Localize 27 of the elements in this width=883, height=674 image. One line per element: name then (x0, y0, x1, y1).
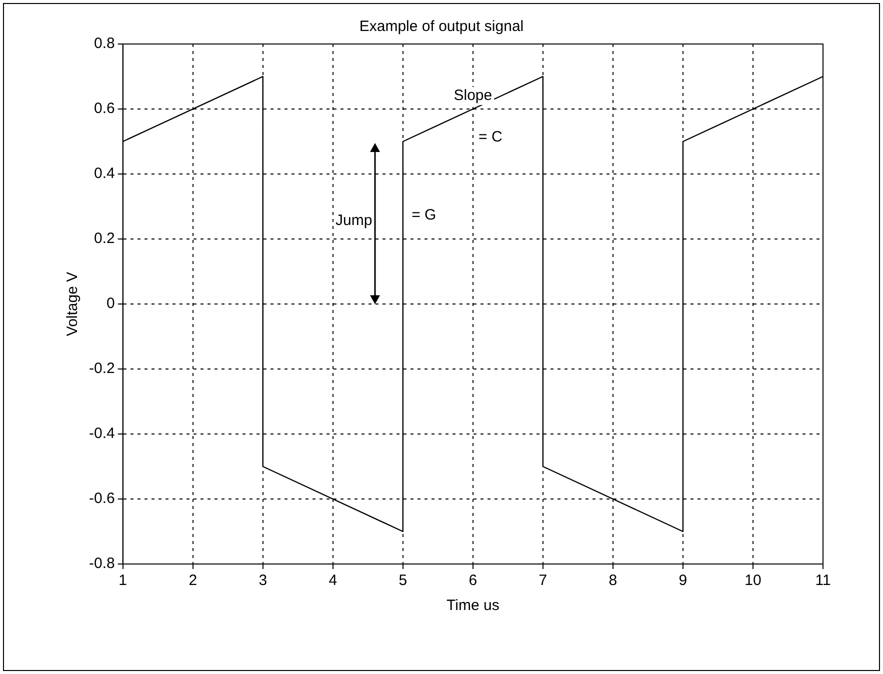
x-axis-title: Time us (446, 597, 500, 614)
x-tick-label: 1 (118, 572, 128, 590)
y-tick-label: 0.4 (94, 165, 115, 182)
chart-title: Example of output signal (359, 18, 524, 36)
y-tick-label: -0.8 (88, 555, 115, 572)
annotation: Jump (336, 212, 372, 229)
y-tick-label: 0.6 (94, 100, 115, 118)
x-tick-label: 11 (815, 572, 831, 590)
annotation: = G (412, 206, 436, 224)
annotation: Slope (454, 87, 492, 104)
x-tick-label: 10 (744, 572, 762, 590)
x-tick-label: 4 (328, 572, 338, 590)
x-tick-label: 3 (258, 572, 268, 590)
y-tick-label: -0.2 (88, 360, 115, 378)
x-tick-label: 9 (678, 572, 688, 590)
x-tick-label: 5 (398, 572, 408, 590)
y-tick-label: 0 (106, 295, 115, 312)
y-tick-label: 0.2 (94, 230, 115, 248)
x-tick-label: 8 (608, 572, 618, 590)
annotation: = C (478, 128, 502, 146)
x-tick-label: 6 (468, 572, 478, 590)
y-tick-label: -0.4 (88, 425, 115, 442)
x-tick-label: 7 (538, 572, 548, 590)
y-tick-label: -0.6 (88, 490, 115, 508)
y-axis-title: Voltage V (64, 272, 82, 336)
y-tick-label: 0.8 (94, 35, 115, 52)
x-tick-label: 2 (188, 572, 198, 590)
